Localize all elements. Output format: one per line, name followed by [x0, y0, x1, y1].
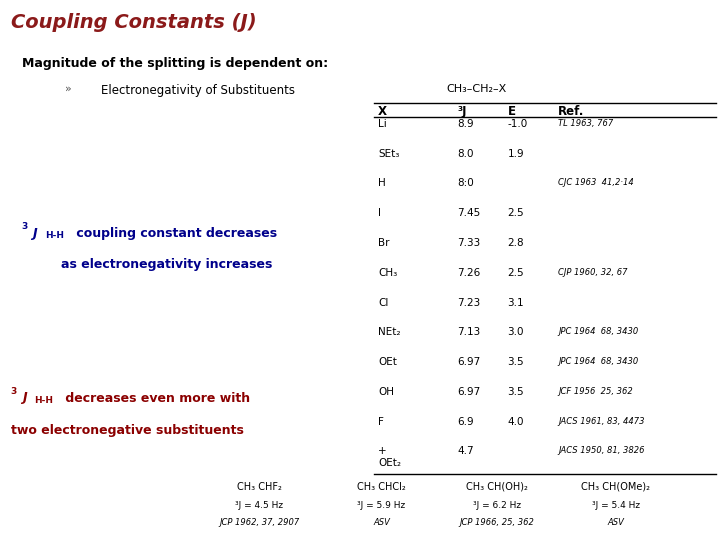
Text: 7.13: 7.13	[457, 327, 480, 338]
Text: ASV: ASV	[373, 518, 390, 528]
Text: 3: 3	[11, 387, 17, 396]
Text: 2.5: 2.5	[508, 268, 524, 278]
Text: Magnitude of the splitting is dependent on:: Magnitude of the splitting is dependent …	[22, 57, 328, 70]
Text: coupling constant decreases: coupling constant decreases	[72, 227, 277, 240]
Text: E: E	[508, 105, 516, 118]
Text: H-H: H-H	[34, 396, 53, 405]
Text: 3.1: 3.1	[508, 298, 524, 308]
Text: +
OEt₂: + OEt₂	[378, 447, 401, 468]
Text: 7.45: 7.45	[457, 208, 480, 218]
Text: »: »	[65, 84, 71, 94]
Text: as electronegativity increases: as electronegativity increases	[61, 258, 273, 271]
Text: Li: Li	[378, 119, 387, 129]
Text: 8.9: 8.9	[457, 119, 474, 129]
Text: J: J	[32, 227, 37, 240]
Text: NEt₂: NEt₂	[378, 327, 400, 338]
Text: CH₃ CH(OMe)₂: CH₃ CH(OMe)₂	[581, 482, 650, 492]
Text: two electronegative substituents: two electronegative substituents	[11, 424, 243, 437]
Text: ³J = 4.5 Hz: ³J = 4.5 Hz	[235, 501, 283, 510]
Text: -1.0: -1.0	[508, 119, 528, 129]
Text: 2.5: 2.5	[508, 208, 524, 218]
Text: JACS 1950, 81, 3826: JACS 1950, 81, 3826	[558, 447, 644, 455]
Text: 3: 3	[22, 222, 28, 232]
Text: JCP 1966, 25, 362: JCP 1966, 25, 362	[459, 518, 534, 528]
Text: JACS 1961, 83, 4473: JACS 1961, 83, 4473	[558, 417, 644, 426]
Text: CH₃ CHCl₂: CH₃ CHCl₂	[357, 482, 406, 492]
Text: 6.97: 6.97	[457, 387, 480, 397]
Text: 2.8: 2.8	[508, 238, 524, 248]
Text: CH₃: CH₃	[378, 268, 397, 278]
Text: SEt₃: SEt₃	[378, 148, 400, 159]
Text: 6.9: 6.9	[457, 417, 474, 427]
Text: 3.5: 3.5	[508, 357, 524, 367]
Text: OH: OH	[378, 387, 394, 397]
Text: ³J = 5.4 Hz: ³J = 5.4 Hz	[592, 501, 639, 510]
Text: CH₃ CHF₂: CH₃ CHF₂	[237, 482, 282, 492]
Text: OEt: OEt	[378, 357, 397, 367]
Text: CJC 1963  41,2·14: CJC 1963 41,2·14	[558, 178, 634, 187]
Text: H-H: H-H	[45, 231, 63, 240]
Text: 7.23: 7.23	[457, 298, 480, 308]
Text: ³J = 6.2 Hz: ³J = 6.2 Hz	[473, 501, 521, 510]
Text: 7.33: 7.33	[457, 238, 480, 248]
Text: TL 1963, 767: TL 1963, 767	[558, 119, 613, 128]
Text: I: I	[378, 208, 381, 218]
Text: 4.7: 4.7	[457, 447, 474, 456]
Text: CH₃–CH₂–X: CH₃–CH₂–X	[446, 84, 507, 94]
Text: Ref.: Ref.	[558, 105, 585, 118]
Text: J: J	[22, 392, 26, 404]
Text: decreases even more with: decreases even more with	[61, 392, 251, 404]
Text: 1.9: 1.9	[508, 148, 524, 159]
Text: 3.5: 3.5	[508, 387, 524, 397]
Text: JPC 1964  68, 3430: JPC 1964 68, 3430	[558, 357, 638, 366]
Text: ³J = 5.9 Hz: ³J = 5.9 Hz	[357, 501, 406, 510]
Text: ASV: ASV	[607, 518, 624, 528]
Text: 7.26: 7.26	[457, 268, 480, 278]
Text: 3.0: 3.0	[508, 327, 524, 338]
Text: ³J: ³J	[457, 105, 467, 118]
Text: 8:0: 8:0	[457, 178, 474, 188]
Text: JCF 1956  25, 362: JCF 1956 25, 362	[558, 387, 633, 396]
Text: Coupling Constants (J): Coupling Constants (J)	[11, 14, 256, 32]
Text: Electronegativity of Substituents: Electronegativity of Substituents	[101, 84, 294, 97]
Text: 6.97: 6.97	[457, 357, 480, 367]
Text: JCP 1962, 37, 2907: JCP 1962, 37, 2907	[219, 518, 300, 528]
Text: Cl: Cl	[378, 298, 388, 308]
Text: F: F	[378, 417, 384, 427]
Text: CJP 1960, 32, 67: CJP 1960, 32, 67	[558, 268, 628, 276]
Text: 8.0: 8.0	[457, 148, 474, 159]
Text: CH₃ CH(OH)₂: CH₃ CH(OH)₂	[466, 482, 528, 492]
Text: Br: Br	[378, 238, 390, 248]
Text: JPC 1964  68, 3430: JPC 1964 68, 3430	[558, 327, 638, 336]
Text: X: X	[378, 105, 387, 118]
Text: H: H	[378, 178, 386, 188]
Text: 4.0: 4.0	[508, 417, 524, 427]
